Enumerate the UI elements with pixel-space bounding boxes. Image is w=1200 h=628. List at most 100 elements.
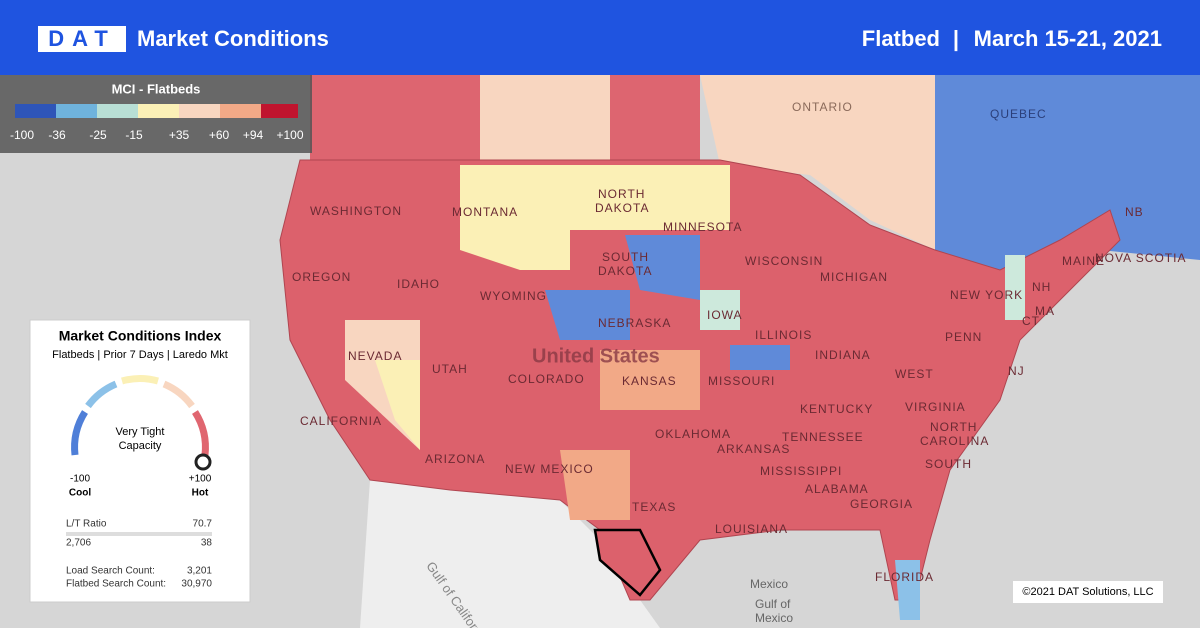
map-label: DAKOTA [595, 201, 649, 215]
header-dates: March 15-21, 2021 [974, 26, 1162, 51]
map-label: INDIANA [815, 348, 871, 362]
region [460, 165, 570, 270]
ratio-value: 70.7 [193, 519, 213, 530]
flatbed-search-label: Flatbed Search Count: [66, 579, 166, 590]
map-label: MISSOURI [708, 374, 775, 388]
legend-title: MCI - Flatbeds [112, 81, 201, 96]
map-label: WYOMING [480, 289, 547, 303]
region [570, 165, 730, 230]
country-label: United States [532, 345, 660, 367]
map-label: TENNESSEE [782, 430, 864, 444]
gauge-segment [85, 380, 118, 409]
copyright-box [1013, 581, 1163, 603]
gauge-min-label: Cool [69, 488, 91, 499]
water-label: Mexico [755, 611, 793, 625]
highlighted-market [593, 528, 662, 597]
map-label: UTAH [432, 362, 468, 376]
flatbed-search-value: 30,970 [181, 579, 212, 590]
map-label: MINNESOTA [663, 220, 742, 234]
legend-tick: +94 [243, 128, 264, 142]
map-label: KENTUCKY [800, 402, 873, 416]
region [700, 290, 740, 330]
legend-tick: -25 [89, 128, 107, 142]
legend-swatch [261, 104, 298, 118]
region [310, 75, 480, 160]
gauge-segment [191, 410, 209, 456]
map-label: IOWA [707, 308, 743, 322]
region [730, 345, 790, 370]
gauge-segment [162, 380, 195, 409]
region [895, 560, 920, 620]
map-label: MAINE [1062, 254, 1105, 268]
map-label: SOUTH [925, 457, 972, 471]
map-label: NOVA SCOTIA [1095, 251, 1186, 265]
header-separator: | [953, 26, 959, 51]
map-label: WEST [895, 367, 934, 381]
region [360, 480, 660, 628]
header-title: Market Conditions [137, 26, 329, 51]
region [610, 75, 700, 160]
region [375, 360, 420, 450]
map-label: LOUISIANA [715, 522, 788, 536]
gauge-max: +100 [189, 474, 212, 485]
map-label: ILLINOIS [755, 328, 812, 342]
map-label: NEBRASKA [598, 316, 671, 330]
map-label: WASHINGTON [310, 204, 402, 218]
legend-swatch [97, 104, 138, 118]
gauge-needle [194, 453, 212, 471]
map-label: NJ [1008, 364, 1025, 378]
map-label: NEW YORK [950, 288, 1023, 302]
map-label: CT [1022, 314, 1040, 328]
gauge-segment [71, 410, 89, 456]
map-label: NORTH [930, 420, 977, 434]
map-label: NEW MEXICO [505, 462, 594, 476]
legend-swatch [15, 104, 56, 118]
map-label: ARKANSAS [717, 442, 790, 456]
load-search-label: Load Search Count: [66, 566, 155, 577]
map-label: WISCONSIN [745, 254, 823, 268]
truck-count: 38 [201, 538, 213, 549]
region [700, 75, 935, 250]
legend-tick: +35 [169, 128, 190, 142]
map-label: IDAHO [397, 277, 440, 291]
map-label: MICHIGAN [820, 270, 888, 284]
load-search-value: 3,201 [187, 566, 212, 577]
map-label: OKLAHOMA [655, 427, 731, 441]
copyright: ©2021 DAT Solutions, LLC [1022, 586, 1153, 598]
map-label: MA [1035, 304, 1055, 318]
map-label: MISSISSIPPI [760, 464, 842, 478]
legend-tick: -36 [48, 128, 66, 142]
gauge [71, 375, 209, 456]
gauge-min: -100 [70, 474, 90, 485]
logo: DAT [48, 26, 116, 51]
map-label: TEXAS [632, 500, 676, 514]
water-label: Gulf of [755, 597, 791, 611]
map-label: COLORADO [508, 372, 585, 386]
region [935, 75, 1200, 280]
legend-swatch [220, 104, 261, 118]
region [600, 350, 700, 410]
map-label: CALIFORNIA [300, 414, 382, 428]
load-count: 2,706 [66, 538, 91, 549]
card-title: Market Conditions Index [59, 328, 222, 344]
status-line: Capacity [119, 440, 162, 452]
legend-tick: +100 [276, 128, 303, 142]
legend-tick: -100 [10, 128, 34, 142]
map-label: CAROLINA [920, 434, 989, 448]
map-label: ONTARIO [792, 100, 853, 114]
region [480, 75, 610, 160]
region [1005, 255, 1025, 320]
map-label: NB [1125, 205, 1144, 219]
legend-swatch [138, 104, 179, 118]
map-label: QUEBEC [990, 107, 1047, 121]
map-label: DAKOTA [598, 264, 652, 278]
legend-swatch [56, 104, 97, 118]
map-label: NORTH [598, 187, 645, 201]
region [545, 290, 630, 340]
ratio-label: L/T Ratio [66, 519, 107, 530]
ratio-bar [66, 532, 212, 536]
map-label: NH [1032, 280, 1051, 294]
map-label: FLORIDA [875, 570, 934, 584]
header-bar [0, 0, 1200, 75]
